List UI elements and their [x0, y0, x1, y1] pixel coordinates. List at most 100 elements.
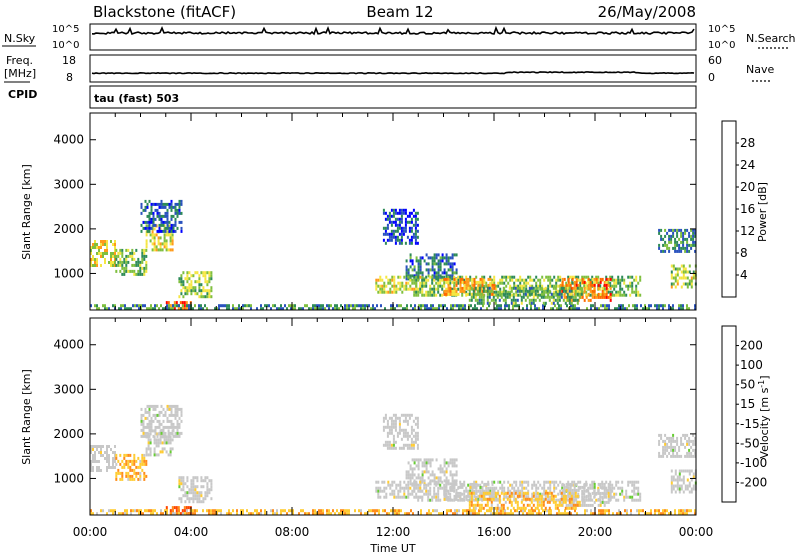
echo-cell: [320, 512, 322, 516]
echo-cell: [394, 211, 397, 215]
echo-cell: [149, 447, 152, 451]
echo-cell: [662, 451, 665, 455]
echo-cell: [546, 289, 549, 293]
echo-cell: [96, 307, 98, 311]
echo-cell: [616, 512, 618, 516]
echo-cell: [672, 282, 675, 286]
echo-cell: [453, 286, 456, 290]
echo-cell: [146, 220, 149, 224]
echo-cell: [412, 232, 415, 236]
echo-cell: [589, 494, 592, 498]
echo-cell: [436, 307, 438, 311]
echo-cell: [334, 304, 336, 308]
echo-cell: [668, 228, 671, 232]
echo-cell: [175, 509, 178, 513]
echo-cell: [148, 223, 151, 227]
echo-cell: [389, 483, 392, 487]
echo-cell: [423, 470, 426, 474]
echo-cell: [404, 217, 407, 221]
echo-cell: [580, 292, 583, 296]
echo-cell: [549, 486, 552, 490]
echo-cell: [146, 214, 149, 218]
echo-cell: [389, 290, 392, 294]
echo-cell: [427, 470, 430, 474]
echo-cell: [499, 486, 502, 490]
echo-cell: [316, 304, 318, 308]
echo-cell: [118, 307, 120, 311]
echo-cell: [694, 436, 697, 440]
echo-cell: [692, 228, 695, 232]
echo-cell: [155, 245, 158, 249]
echo-cell: [488, 289, 491, 293]
echo-cell: [143, 251, 146, 255]
echo-cell: [511, 293, 514, 297]
echo-cell: [618, 304, 620, 308]
echo-cell: [454, 304, 456, 308]
echo-cell: [100, 255, 102, 258]
echo-cell: [400, 428, 403, 432]
echo-cell: [597, 488, 600, 492]
echo-cell: [106, 451, 108, 454]
echo-cell: [572, 307, 574, 311]
echo-cell: [514, 509, 516, 513]
echo-cell: [609, 488, 612, 492]
echo-cell: [381, 489, 384, 493]
echo-cell: [468, 304, 470, 308]
echo-cell: [166, 509, 168, 513]
echo-cell: [468, 298, 471, 302]
echo-cell: [441, 259, 444, 263]
echo-cell: [631, 480, 634, 484]
echo-cell: [586, 509, 588, 513]
echo-cell: [473, 485, 476, 489]
echo-cell: [90, 469, 92, 472]
echo-cell: [499, 281, 502, 285]
echo-cell: [686, 512, 688, 516]
echo-cell: [598, 307, 600, 311]
echo-cell: [488, 301, 491, 305]
echo-cell: [512, 298, 515, 302]
echo-cell: [615, 480, 618, 484]
echo-cell: [437, 495, 440, 499]
echo-cell: [514, 500, 517, 504]
echo-cell: [587, 491, 590, 495]
echo-cell: [565, 281, 568, 285]
echo-cell: [613, 278, 616, 282]
echo-cell: [142, 425, 145, 429]
echo-cell: [112, 243, 114, 246]
echo-cell: [102, 445, 104, 448]
echo-cell: [139, 272, 142, 276]
echo-cell: [149, 450, 152, 454]
echo-cell: [385, 495, 388, 499]
echo-cell: [262, 307, 264, 311]
echo-cell: [567, 503, 570, 507]
echo-cell: [587, 489, 590, 493]
echo-cell: [606, 307, 608, 311]
echo-cell: [670, 240, 673, 244]
echo-cell: [660, 436, 663, 440]
echo-cell: [151, 248, 154, 252]
echo-cell: [393, 278, 396, 282]
echo-cell: [400, 232, 403, 236]
echo-cell: [392, 235, 395, 239]
echo-cell: [680, 264, 683, 268]
echo-cell: [541, 290, 544, 294]
echo-cell: [676, 228, 679, 232]
echo-cell: [144, 407, 147, 411]
echo-cell: [390, 509, 392, 513]
echo-cell: [488, 491, 491, 495]
echo-cell: [611, 275, 614, 279]
echo-cell: [433, 253, 436, 257]
echo-cell: [528, 512, 530, 516]
echo-cell: [606, 304, 608, 308]
echo-cell: [416, 211, 419, 215]
echo-cell: [479, 489, 482, 493]
echo-cell: [360, 304, 362, 308]
echo-cell: [446, 307, 448, 311]
echo-cell: [180, 476, 183, 480]
echo-cell: [603, 485, 606, 489]
echo-cell: [601, 286, 604, 290]
echo-cell: [526, 497, 529, 501]
echo-cell: [140, 407, 143, 411]
echo-cell: [570, 500, 573, 504]
echo-cell: [684, 433, 687, 437]
